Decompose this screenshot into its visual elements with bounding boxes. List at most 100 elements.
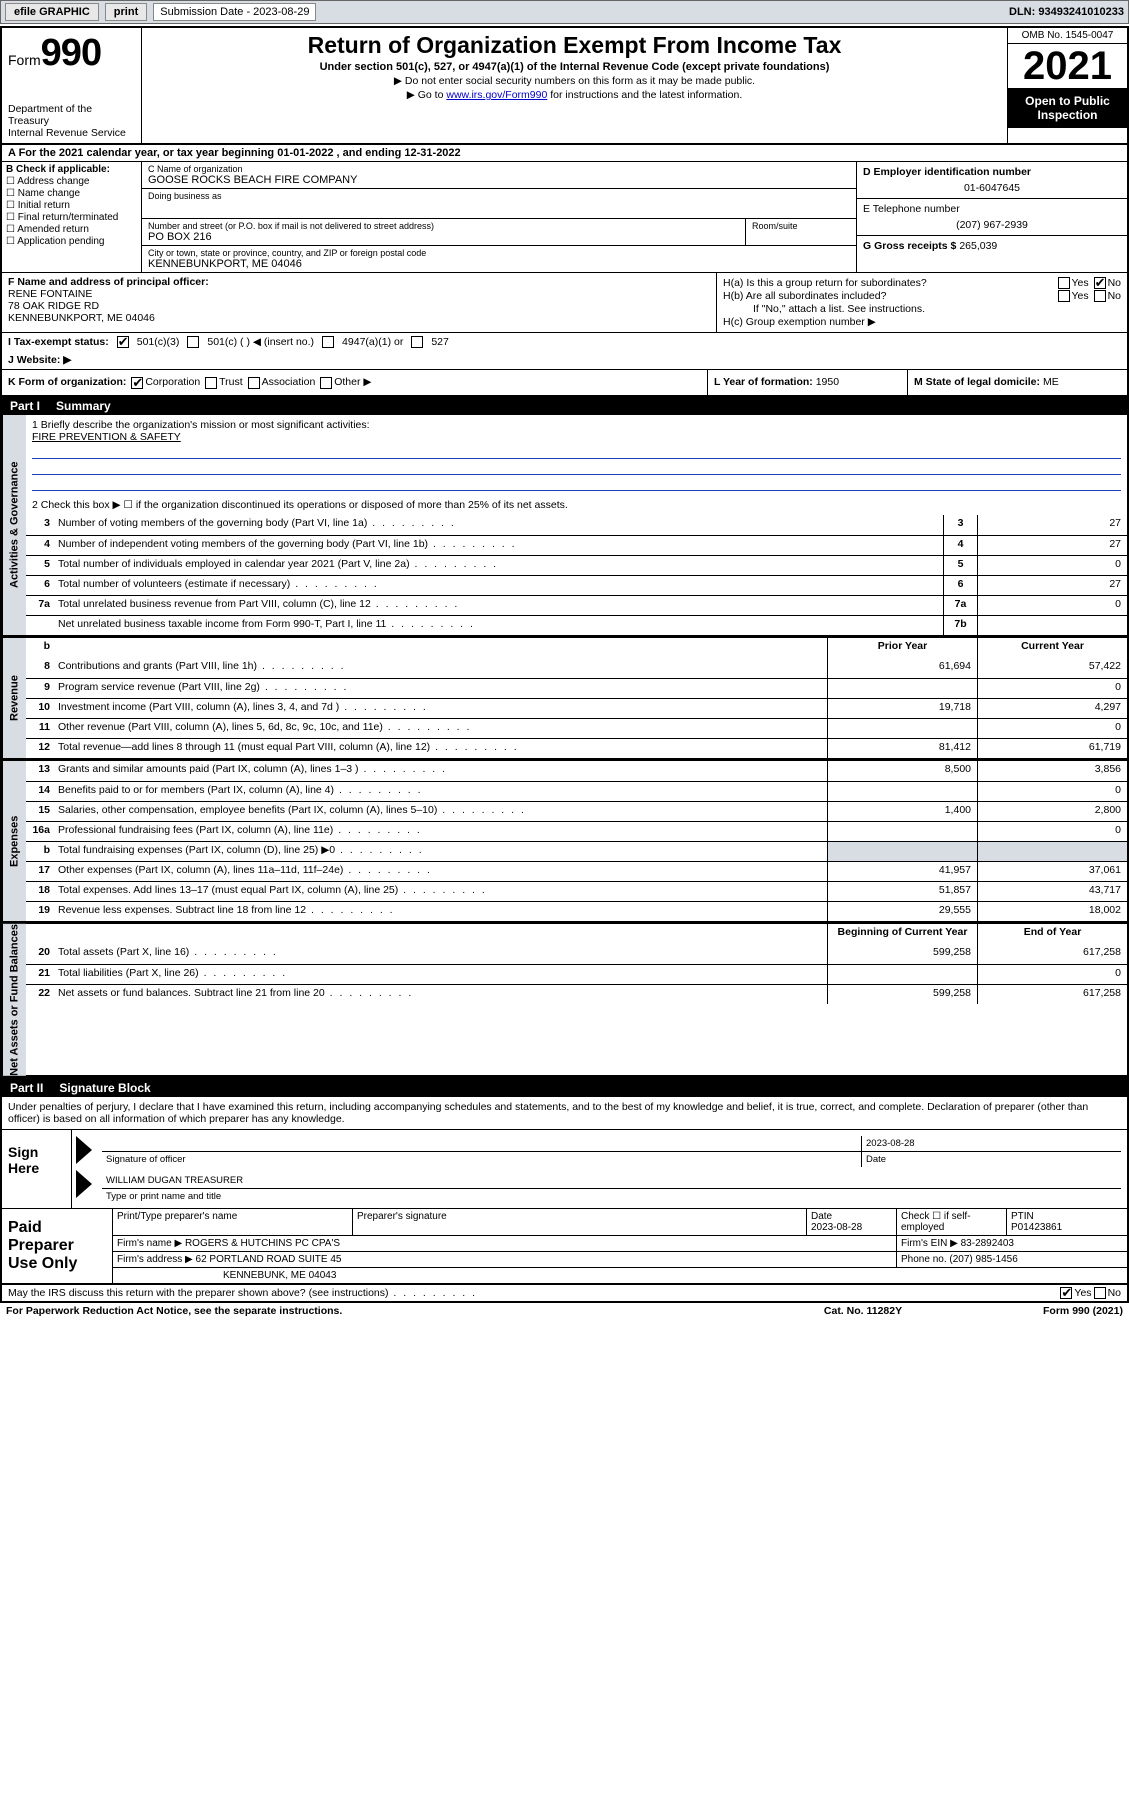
chk-label-5: Application pending xyxy=(17,236,104,247)
form-label: Form xyxy=(8,52,41,68)
chk-4947[interactable] xyxy=(322,336,334,348)
sig-officer-label: Signature of officer xyxy=(102,1152,861,1167)
rev-hdr-b: b xyxy=(26,638,54,658)
officer-name-title: WILLIAM DUGAN TREASURER xyxy=(102,1173,1121,1188)
firm-ein-label: Firm's EIN ▶ xyxy=(901,1238,958,1249)
opt-corp: Corporation xyxy=(145,376,200,388)
line-num: 20 xyxy=(26,944,54,964)
rowa-end: 12-31-2022 xyxy=(404,147,460,159)
form-header: Form990 Department of the Treasury Inter… xyxy=(2,28,1127,145)
line-num: 17 xyxy=(26,862,54,881)
hb-yes[interactable] xyxy=(1058,290,1070,302)
chk-label-3: Final return/terminated xyxy=(18,212,119,223)
rowm-val: ME xyxy=(1043,376,1059,388)
hb-no[interactable] xyxy=(1094,290,1106,302)
chk-corp[interactable] xyxy=(131,377,143,389)
prior-val: 61,694 xyxy=(827,658,977,678)
ha-yes[interactable] xyxy=(1058,277,1070,289)
prior-val xyxy=(827,842,977,861)
chk-527[interactable] xyxy=(411,336,423,348)
table-row: 7aTotal unrelated business revenue from … xyxy=(26,595,1127,615)
part2-title: Signature Block xyxy=(59,1081,150,1095)
chk-trust[interactable] xyxy=(205,377,217,389)
addr-value: PO BOX 216 xyxy=(148,231,739,243)
line-num: 18 xyxy=(26,882,54,901)
chk-final-return[interactable]: ☐ Final return/terminated xyxy=(6,212,137,223)
line-val: 27 xyxy=(977,576,1127,595)
chk-amended-return[interactable]: ☐ Amended return xyxy=(6,224,137,235)
chk-501c3[interactable] xyxy=(117,336,129,348)
row-klm: K Form of organization: Corporation Trus… xyxy=(2,370,1127,396)
discuss-no[interactable] xyxy=(1094,1287,1106,1299)
line-num xyxy=(26,616,54,635)
col-h-group: H(a) Is this a group return for subordin… xyxy=(717,273,1127,332)
line-num: 13 xyxy=(26,761,54,781)
line-num: 3 xyxy=(26,515,54,535)
prior-val xyxy=(827,822,977,841)
col-f-officer: F Name and address of principal officer:… xyxy=(2,273,717,332)
print-button[interactable]: print xyxy=(105,3,147,21)
mission-block: 1 Briefly describe the organization's mi… xyxy=(26,415,1127,515)
line-desc: Salaries, other compensation, employee b… xyxy=(54,802,827,821)
line-box: 5 xyxy=(943,556,977,575)
cat-no: Cat. No. 11282Y xyxy=(763,1305,963,1317)
table-row: bTotal fundraising expenses (Part IX, co… xyxy=(26,841,1127,861)
header-left: Form990 Department of the Treasury Inter… xyxy=(2,28,142,143)
prior-val: 599,258 xyxy=(827,985,977,1004)
section-bcd: B Check if applicable: ☐ Address change … xyxy=(2,162,1127,273)
prior-val: 19,718 xyxy=(827,699,977,718)
paid-preparer-label: Paid Preparer Use Only xyxy=(2,1209,112,1283)
table-row: 3Number of voting members of the governi… xyxy=(26,515,1127,535)
table-row: 18Total expenses. Add lines 13–17 (must … xyxy=(26,881,1127,901)
chk-name-change[interactable]: ☐ Name change xyxy=(6,188,137,199)
rowa-pre: A For the 2021 calendar year, or tax yea… xyxy=(8,147,277,159)
line-num: 12 xyxy=(26,739,54,758)
ptin-label: PTIN xyxy=(1011,1211,1034,1222)
line-num: 22 xyxy=(26,985,54,1004)
chk-initial-return[interactable]: ☐ Initial return xyxy=(6,200,137,211)
prior-val: 599,258 xyxy=(827,944,977,964)
firm-phone-label: Phone no. xyxy=(901,1254,947,1265)
officer-name: RENE FONTAINE xyxy=(8,288,92,300)
chk-501c[interactable] xyxy=(187,336,199,348)
section-net-assets: Net Assets or Fund Balances Beginning of… xyxy=(2,924,1127,1080)
table-row: 14Benefits paid to or for members (Part … xyxy=(26,781,1127,801)
current-val: 57,422 xyxy=(977,658,1127,678)
line-desc: Revenue less expenses. Subtract line 18 … xyxy=(54,902,827,921)
room-suite-label: Room/suite xyxy=(746,219,856,245)
prior-val xyxy=(827,679,977,698)
efile-button[interactable]: efile GRAPHIC xyxy=(5,3,99,21)
chk-other[interactable] xyxy=(320,377,332,389)
irs-link[interactable]: www.irs.gov/Form990 xyxy=(446,89,547,101)
line-desc: Total expenses. Add lines 13–17 (must eq… xyxy=(54,882,827,901)
opt-527: 527 xyxy=(431,336,449,348)
table-row: 21Total liabilities (Part X, line 26)0 xyxy=(26,964,1127,984)
line-desc: Number of independent voting members of … xyxy=(54,536,943,555)
rowm-label: M State of legal domicile: xyxy=(914,376,1043,388)
vtab-net: Net Assets or Fund Balances xyxy=(2,924,26,1076)
prior-val: 29,555 xyxy=(827,902,977,921)
ein-label: D Employer identification number xyxy=(863,166,1121,178)
officer-addr1: 78 OAK RIDGE RD xyxy=(8,300,99,312)
header-right: OMB No. 1545-0047 2021 Open to Public In… xyxy=(1007,28,1127,143)
chk-assoc[interactable] xyxy=(248,377,260,389)
hb-note: If "No," attach a list. See instructions… xyxy=(723,303,1121,315)
rowl-label: L Year of formation: xyxy=(714,376,816,388)
net-header-row: Beginning of Current Year End of Year xyxy=(26,924,1127,944)
org-name: GOOSE ROCKS BEACH FIRE COMPANY xyxy=(148,174,850,186)
line-desc: Total liabilities (Part X, line 26) xyxy=(54,965,827,984)
mission-text: FIRE PREVENTION & SAFETY xyxy=(32,431,1121,443)
prep-selfemp: Check ☐ if self-employed xyxy=(897,1209,1007,1235)
line-box: 6 xyxy=(943,576,977,595)
table-row: 17Other expenses (Part IX, column (A), l… xyxy=(26,861,1127,881)
opt-4947: 4947(a)(1) or xyxy=(342,336,403,348)
table-row: 8Contributions and grants (Part VIII, li… xyxy=(26,658,1127,678)
vtab-expenses: Expenses xyxy=(2,761,26,921)
discuss-yes[interactable] xyxy=(1060,1287,1072,1299)
current-val: 43,717 xyxy=(977,882,1127,901)
chk-address-change[interactable]: ☐ Address change xyxy=(6,176,137,187)
ha-no[interactable] xyxy=(1094,277,1106,289)
chk-application-pending[interactable]: ☐ Application pending xyxy=(6,236,137,247)
form-subtitle: Under section 501(c), 527, or 4947(a)(1)… xyxy=(150,61,999,73)
table-row: 15Salaries, other compensation, employee… xyxy=(26,801,1127,821)
